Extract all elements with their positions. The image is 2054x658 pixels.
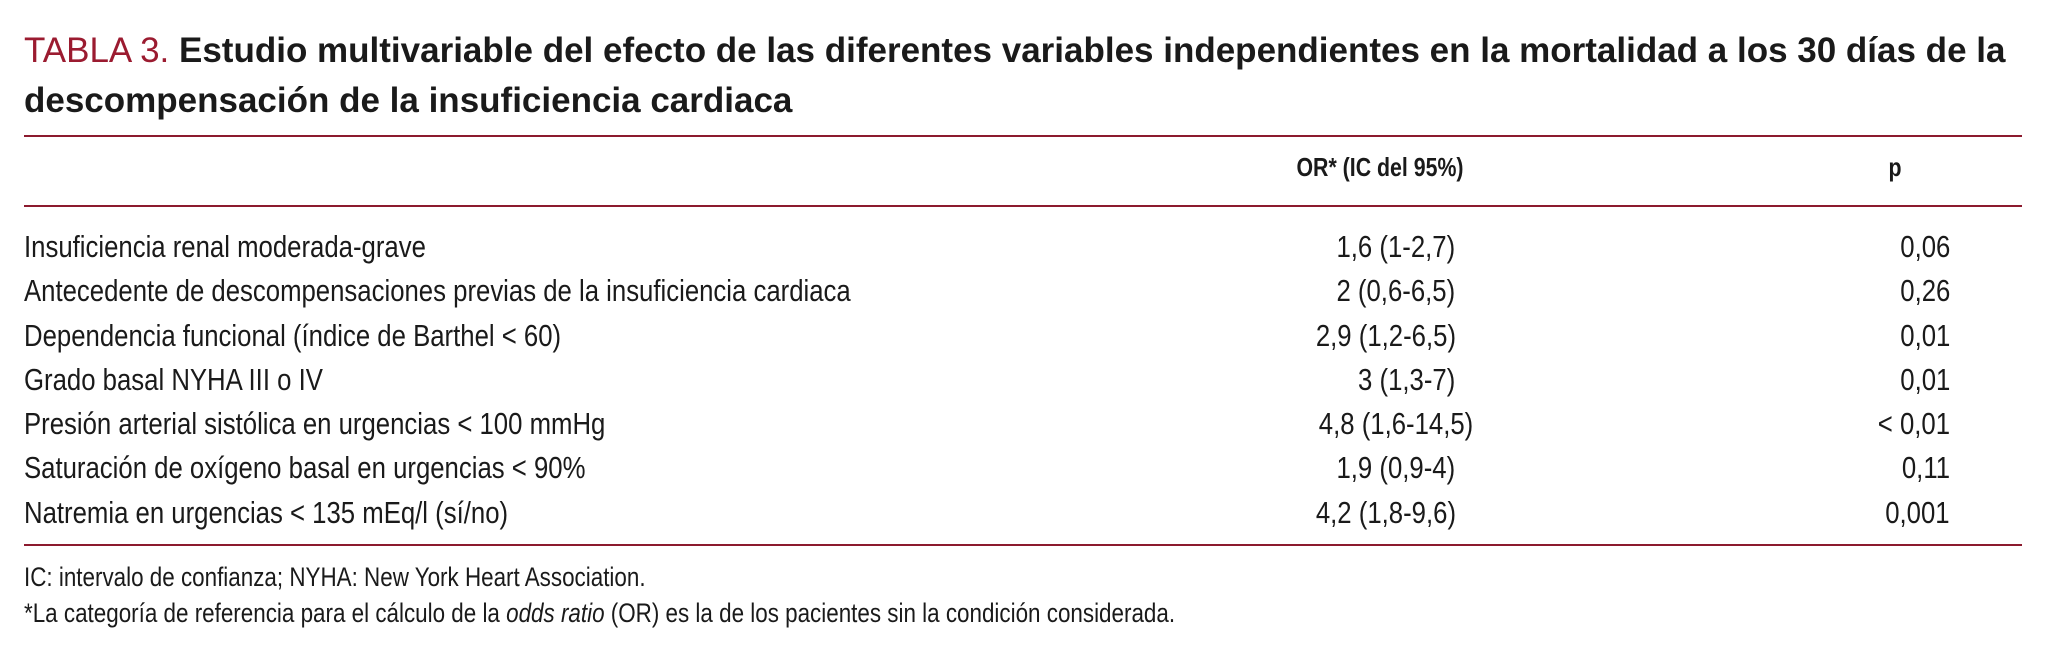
cell-or-value: 4,2 (1,8-9,6): [1315, 494, 1457, 530]
cell-or: 1,6 (1-2,7): [1280, 225, 1490, 269]
table-row: Antecedente de descompensaciones previas…: [0, 269, 2054, 313]
table-row: Natremia en urgencias < 135 mEq/l (sí/no…: [0, 491, 2054, 535]
footnote-reference-suffix: (OR) es la de los pacientes sin la condi…: [604, 598, 1176, 628]
cell-p: < 0,01: [1820, 402, 1950, 446]
header-rule: [24, 205, 2022, 207]
cell-p-value: 0,001: [1885, 494, 1950, 530]
table-caption: Estudio multivariable del efecto de las …: [24, 31, 2006, 120]
cell-p-value: 0,06: [1899, 229, 1950, 264]
footnote-reference-italic: odds ratio: [506, 598, 605, 628]
cell-p: 0,06: [1820, 225, 1950, 269]
table-row: Grado basal NYHA III o IV 3 (1,3-7) 0,01: [0, 358, 2054, 402]
cell-p-value: 0,01: [1899, 361, 1950, 397]
cell-or: 1,9 (0,9-4): [1280, 446, 1490, 490]
cell-p-value: < 0,01: [1877, 406, 1950, 442]
cell-p: 0,01: [1820, 358, 1950, 402]
cell-p: 0,001: [1820, 491, 1950, 535]
table-row: Presión arterial sistólica en urgencias …: [0, 402, 2054, 446]
cell-p: 0,01: [1820, 314, 1950, 358]
top-rule: [24, 135, 2022, 137]
footnote-reference-prefix: *La categoría de referencia para el cálc…: [24, 598, 507, 628]
cell-or-value: 4,8 (1,6-14,5): [1318, 406, 1474, 442]
cell-p: 0,26: [1820, 269, 1950, 313]
table-body: Insuficiencia renal moderada-grave 1,6 (…: [0, 225, 2054, 535]
footnote-reference: *La categoría de referencia para el cálc…: [24, 596, 1175, 630]
cell-or-value: 2,9 (1,2-6,5): [1315, 317, 1457, 353]
cell-variable: Natremia en urgencias < 135 mEq/l (sí/no…: [24, 494, 509, 530]
column-header-p: p: [1888, 152, 1902, 182]
cell-variable: Insuficiencia renal moderada-grave: [24, 229, 426, 264]
table-title: TABLA 3. Estudio multivariable del efect…: [24, 26, 2014, 126]
cell-or: 4,8 (1,6-14,5): [1280, 402, 1490, 446]
cell-variable: Grado basal NYHA III o IV: [24, 361, 323, 397]
cell-or: 2,9 (1,2-6,5): [1280, 314, 1490, 358]
table-row: Saturación de oxígeno basal en urgencias…: [0, 446, 2054, 490]
cell-or: 4,2 (1,8-9,6): [1280, 491, 1490, 535]
cell-variable: Dependencia funcional (índice de Barthel…: [24, 317, 562, 353]
cell-p: 0,11: [1820, 446, 1950, 490]
cell-or: 3 (1,3-7): [1280, 358, 1490, 402]
table-row: Dependencia funcional (índice de Barthel…: [0, 314, 2054, 358]
cell-or-value: 1,9 (0,9-4): [1336, 450, 1456, 486]
cell-or-value: 3 (1,3-7): [1357, 361, 1456, 397]
cell-variable: Presión arterial sistólica en urgencias …: [24, 406, 606, 442]
cell-p-value: 0,11: [1901, 450, 1950, 486]
cell-p-value: 0,26: [1899, 273, 1950, 309]
cell-variable: Antecedente de descompensaciones previas…: [24, 273, 851, 309]
cell-variable: Saturación de oxígeno basal en urgencias…: [24, 450, 586, 486]
cell-or-value: 1,6 (1-2,7): [1336, 229, 1456, 264]
table-label: TABLA 3.: [24, 31, 170, 70]
table-row: Insuficiencia renal moderada-grave 1,6 (…: [0, 225, 2054, 269]
cell-or-value: 2 (0,6-6,5): [1336, 273, 1456, 309]
bottom-rule: [24, 544, 2022, 546]
cell-or: 2 (0,6-6,5): [1280, 269, 1490, 313]
column-header-or: OR* (IC del 95%): [1296, 152, 1464, 182]
cell-p-value: 0,01: [1899, 317, 1950, 353]
footnote-abbreviations: IC: intervalo de confianza; NYHA: New Yo…: [24, 562, 646, 592]
